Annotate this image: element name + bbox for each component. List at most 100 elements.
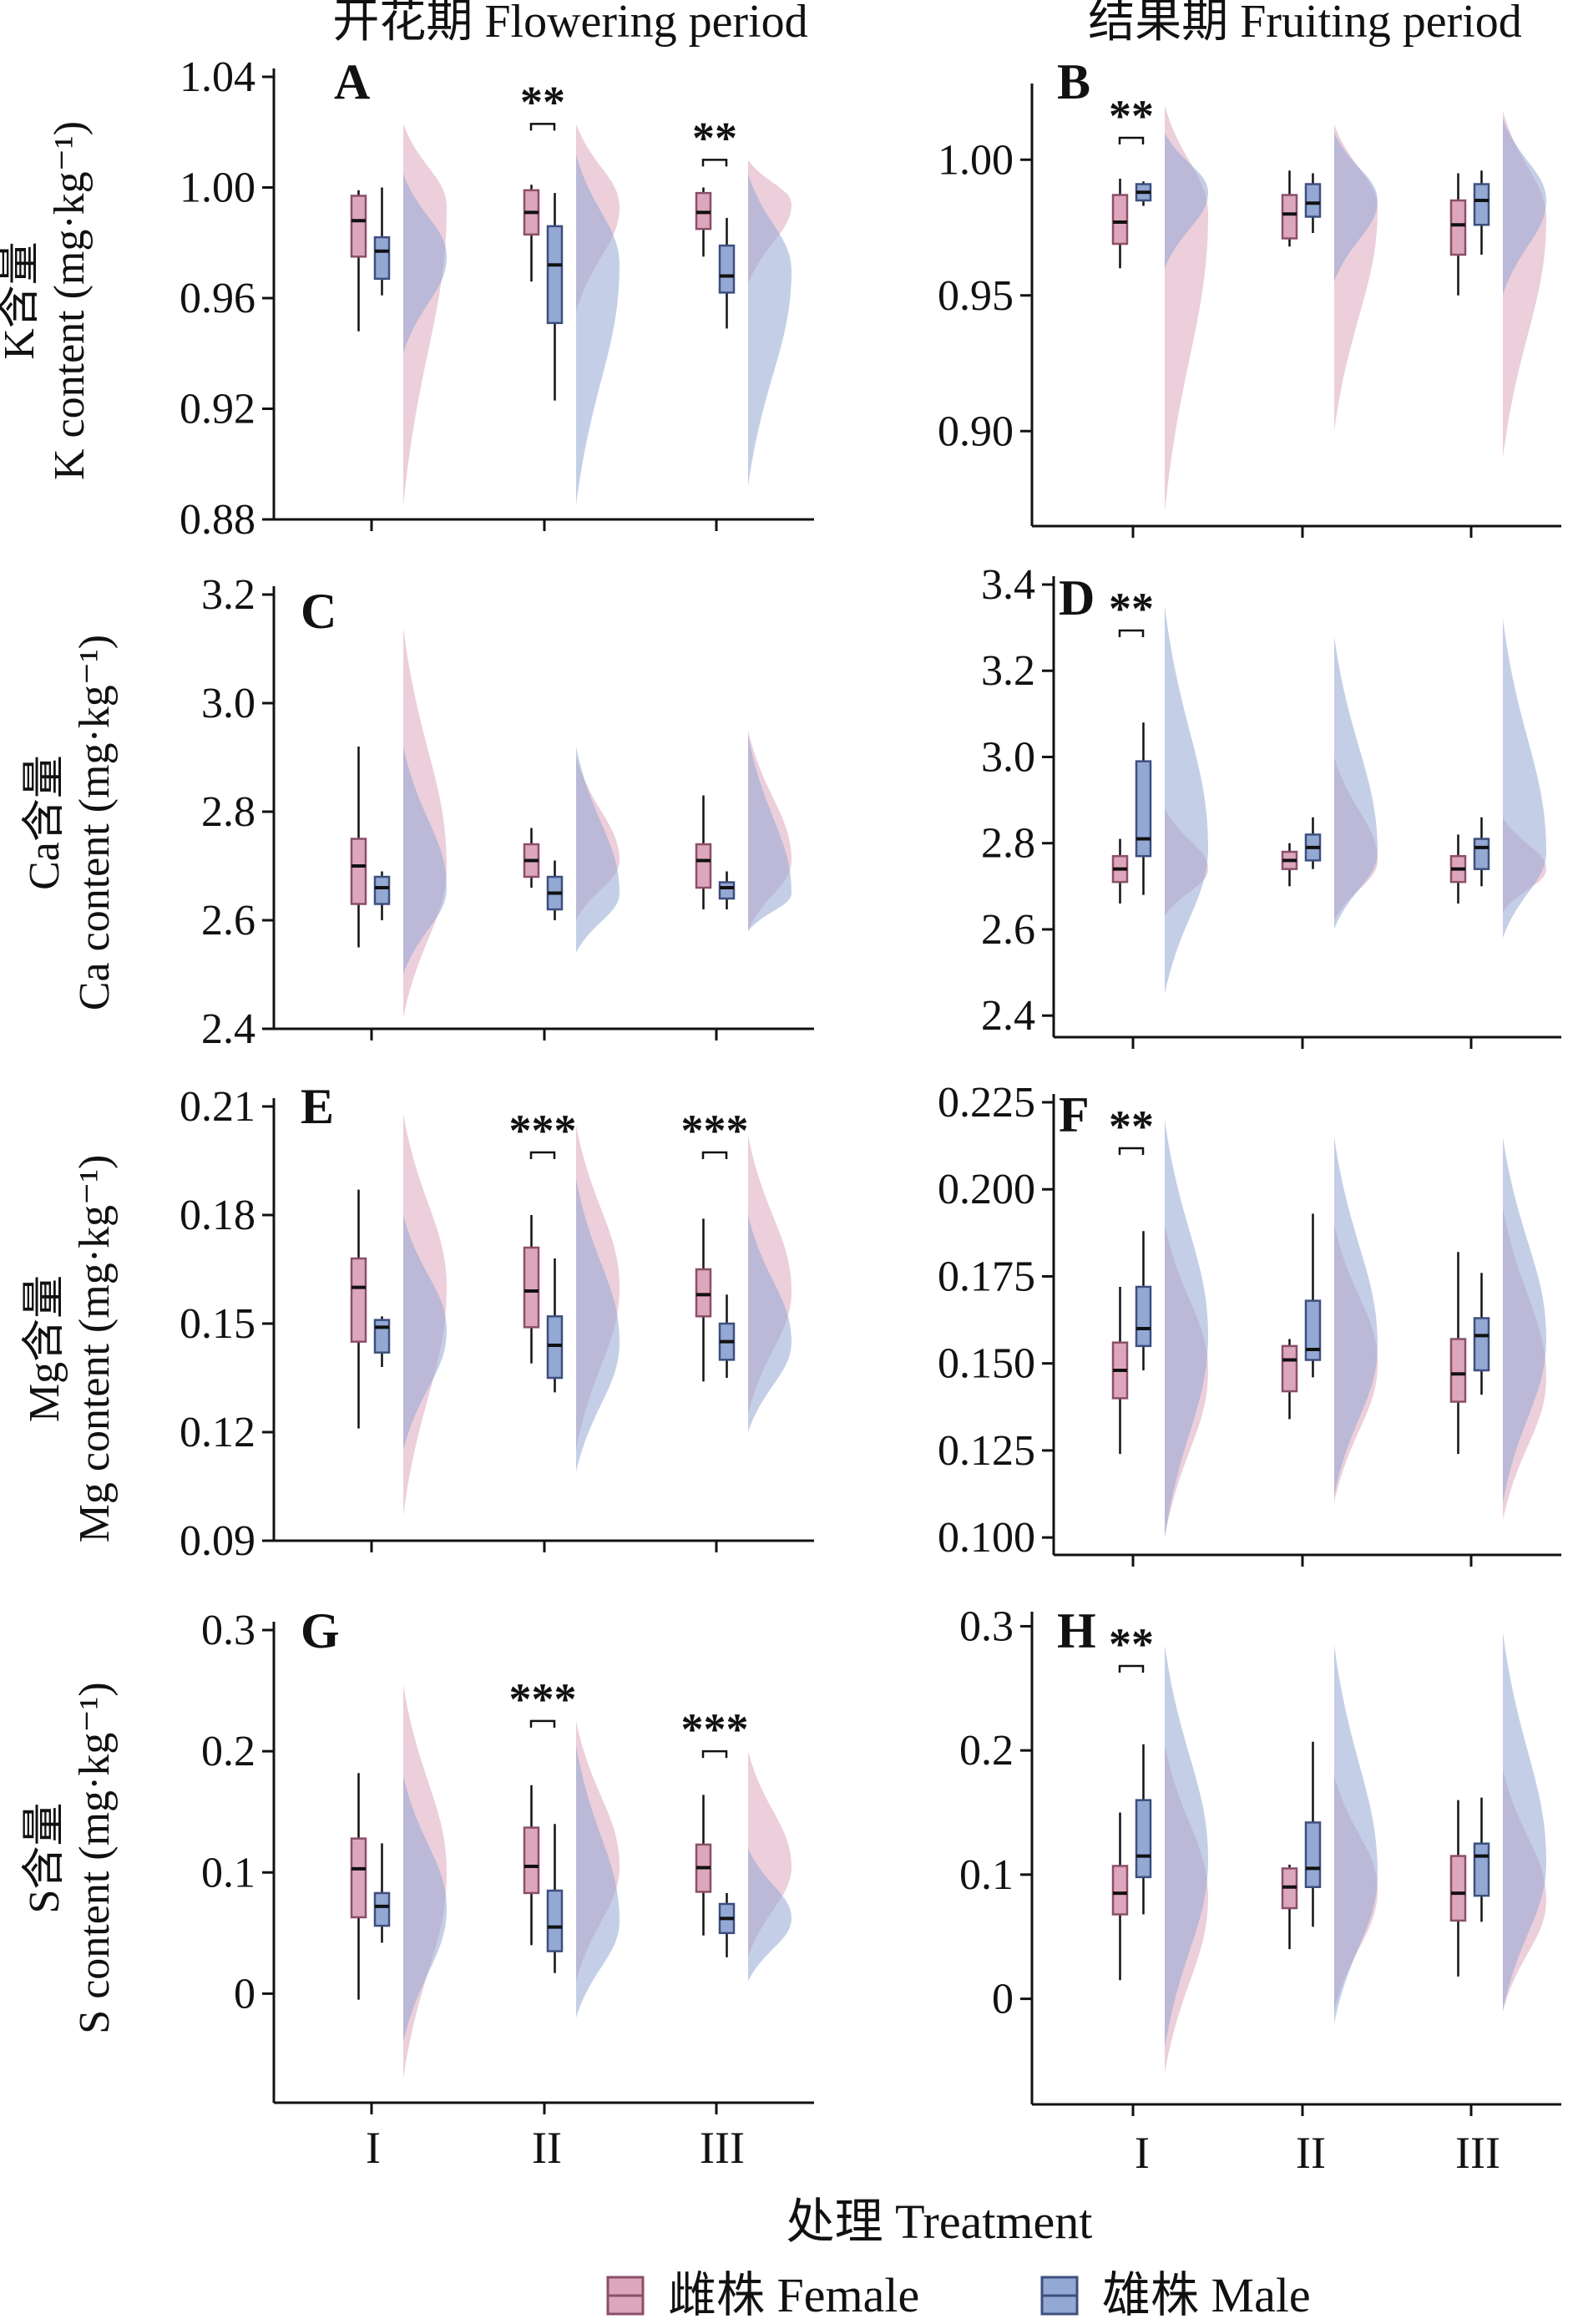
y-tick-label: 0.95 <box>938 272 1014 320</box>
box-male <box>546 225 564 325</box>
x-tick-label: I <box>1135 2128 1150 2178</box>
y-tick-label: 0.96 <box>180 275 255 322</box>
y-tick-label: 1.00 <box>938 136 1014 184</box>
panel-letter: B <box>1057 54 1090 109</box>
y-tick-label: 0.175 <box>938 1253 1035 1300</box>
significance-bracket <box>529 123 556 131</box>
violin-male <box>576 154 620 506</box>
y-tick-label: 0.2 <box>201 1728 255 1775</box>
x-tick-label: III <box>700 2123 745 2173</box>
y-axis-label-cn: K含量 <box>0 241 43 360</box>
box-male <box>373 1319 391 1354</box>
y-axis-label-en: S content (mg·kg⁻¹) <box>71 1682 119 2033</box>
violin-male <box>1334 635 1378 929</box>
y-tick-label: 0.90 <box>938 408 1014 455</box>
violin-male <box>1334 1137 1378 1496</box>
y-axis-label-en: Mg content (mg·kg⁻¹) <box>71 1155 119 1543</box>
significance-bracket <box>1118 1147 1145 1155</box>
y-tick-label: 2.6 <box>201 897 255 944</box>
box-male <box>1473 1842 1490 1897</box>
violin-male <box>748 1215 792 1432</box>
violin-male <box>576 747 620 953</box>
panel-letter: G <box>301 1603 340 1658</box>
box-female <box>1449 199 1467 256</box>
y-tick-label: 2.4 <box>981 992 1035 1040</box>
y-tick-label: 0.3 <box>959 1602 1014 1650</box>
y-tick-label: 0.1 <box>201 1849 255 1896</box>
box-male <box>1304 1299 1322 1361</box>
legend-label-female: 雌株 Female <box>668 2268 919 2322</box>
violin-male <box>403 747 447 975</box>
box-female <box>350 1837 367 1919</box>
box-male <box>1135 1799 1152 1879</box>
significance-label: *** <box>681 1106 749 1156</box>
y-tick-label: 0.150 <box>938 1340 1035 1388</box>
y-tick-label: 0.2 <box>959 1727 1014 1775</box>
violin-male <box>1165 1644 1208 2049</box>
box-male <box>718 244 736 294</box>
y-tick-label: 0.21 <box>180 1083 255 1131</box>
panel-letter: H <box>1057 1603 1096 1658</box>
y-tick-label: 2.8 <box>201 788 255 836</box>
y-tick-label: 3.2 <box>201 571 255 619</box>
box-female <box>1111 1865 1129 1916</box>
box-male <box>1473 183 1490 226</box>
violin-male <box>403 1775 447 2043</box>
box-female <box>1111 194 1129 246</box>
legend-item-male: 雄株 Male <box>1040 2268 1311 2322</box>
box-female <box>523 1246 540 1329</box>
panel-E: 0.21 0.18 0.15 0.12 0.09 E Mg含量 Mg content (mg·… <box>21 1079 814 1565</box>
box-male <box>1473 838 1490 870</box>
box-female <box>350 1257 367 1343</box>
significance-bracket <box>701 159 728 167</box>
panel-letter: E <box>301 1079 334 1134</box>
box-female <box>350 838 367 905</box>
box-female <box>523 1826 540 1895</box>
y-tick-label: 0 <box>992 1976 1014 2023</box>
y-tick-label: 3.0 <box>201 680 255 727</box>
significance-bracket <box>701 1749 728 1759</box>
significance-bracket <box>1118 136 1145 144</box>
y-axis-label-cn: Mg含量 <box>21 1275 68 1422</box>
violin-male <box>403 1215 447 1451</box>
violin-male <box>1334 132 1378 282</box>
significance-bracket <box>529 1151 556 1159</box>
violin-male <box>748 1848 792 1982</box>
box-male <box>373 875 391 905</box>
violin-male <box>1165 1119 1208 1538</box>
panel-A: 1.04 1.00 0.96 0.92 0.88 A K含量 K content (mg·kg… <box>0 53 814 544</box>
y-tick-label: 0.92 <box>180 386 255 433</box>
y-tick-label: 0 <box>234 1970 255 2018</box>
panel-B: 1.00 0.95 0.90 B ** <box>938 54 1561 538</box>
y-tick-label: 0.100 <box>938 1514 1035 1562</box>
significance-label: *** <box>509 1106 577 1156</box>
y-tick-label: 0.200 <box>938 1166 1035 1213</box>
box-male <box>1135 1285 1152 1348</box>
violin-male <box>1503 1632 1546 2012</box>
violin-male <box>748 173 792 487</box>
y-tick-label: 0.1 <box>959 1851 1014 1899</box>
y-axis-label-en: K content (mg·kg⁻¹) <box>46 121 94 480</box>
panel-letter: D <box>1059 570 1095 625</box>
significance-bracket <box>1118 1664 1145 1673</box>
x-tick-label: II <box>532 2123 562 2173</box>
significance-bracket <box>529 1719 556 1728</box>
box-male <box>546 1889 564 1952</box>
y-tick-label: 3.2 <box>981 647 1035 695</box>
y-tick-label: 1.00 <box>180 165 255 212</box>
violin-male <box>1165 132 1208 269</box>
x-tick-label: II <box>1296 2128 1326 2178</box>
column-title-fruiting: 结果期 Fruiting period <box>1088 0 1522 48</box>
y-tick-label: 3.0 <box>981 733 1035 781</box>
y-tick-label: 0.09 <box>180 1517 255 1565</box>
column-title-flowering: 开花期 Flowering period <box>332 0 807 48</box>
box-male <box>373 235 391 281</box>
violin-male <box>1503 1137 1546 1503</box>
y-tick-label: 0.125 <box>938 1427 1035 1475</box>
y-tick-label: 0.18 <box>180 1192 255 1239</box>
y-tick-label: 3.4 <box>981 561 1035 609</box>
significance-label: ** <box>1109 91 1154 141</box>
